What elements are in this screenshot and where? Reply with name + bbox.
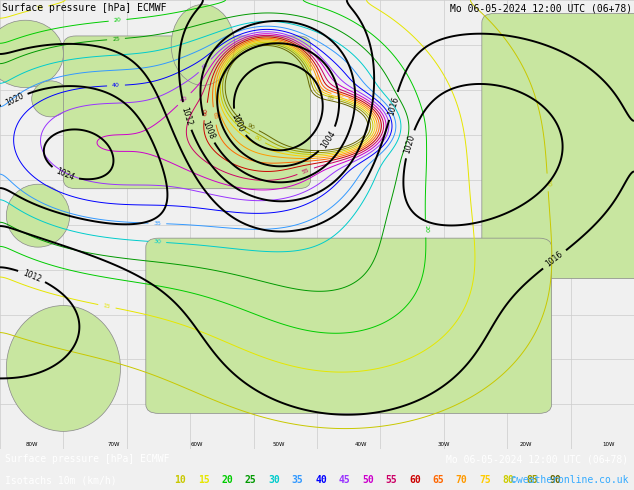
- Text: Surface pressure [hPa] ECMWF: Surface pressure [hPa] ECMWF: [5, 454, 169, 464]
- Text: Isotachs 10m (km/h): Isotachs 10m (km/h): [5, 475, 117, 485]
- Point: [0, 445, 5, 453]
- Text: 20W: 20W: [520, 442, 533, 447]
- Point: [0, 445, 5, 453]
- Text: 1008: 1008: [200, 119, 216, 140]
- Text: 75: 75: [311, 74, 318, 83]
- Text: 1000: 1000: [230, 112, 246, 133]
- FancyBboxPatch shape: [482, 14, 634, 279]
- Text: 1016: 1016: [386, 96, 401, 116]
- Text: 45: 45: [339, 475, 351, 485]
- Point: [0, 445, 5, 453]
- Text: 1024: 1024: [55, 167, 75, 182]
- Point: [0, 445, 5, 453]
- Text: 85: 85: [326, 96, 335, 102]
- Text: 70W: 70W: [108, 442, 120, 447]
- Text: 10W: 10W: [602, 442, 615, 447]
- Text: 20: 20: [113, 18, 122, 23]
- Point: [0, 445, 5, 453]
- Point: [0, 445, 5, 453]
- Text: 35: 35: [292, 475, 304, 485]
- Ellipse shape: [32, 81, 70, 117]
- Text: ©weatheronline.co.uk: ©weatheronline.co.uk: [512, 475, 629, 485]
- Text: 50W: 50W: [273, 442, 285, 447]
- Text: 10: 10: [174, 475, 186, 485]
- Text: Mo 06-05-2024 12:00 UTC (06+78): Mo 06-05-2024 12:00 UTC (06+78): [450, 3, 632, 13]
- Text: 55: 55: [385, 475, 398, 485]
- Text: 1012: 1012: [22, 268, 42, 284]
- Text: 80: 80: [253, 134, 262, 143]
- Text: 25: 25: [245, 475, 257, 485]
- Point: [0, 445, 5, 453]
- FancyBboxPatch shape: [63, 36, 311, 189]
- Ellipse shape: [6, 306, 120, 431]
- Text: 65: 65: [212, 112, 217, 120]
- Text: 1016: 1016: [544, 250, 565, 269]
- Text: 40: 40: [315, 475, 327, 485]
- Text: 60: 60: [409, 475, 421, 485]
- Point: [0, 445, 5, 453]
- Text: 10: 10: [545, 178, 550, 187]
- Text: Mo 06-05-2024 12:00 UTC (06+78): Mo 06-05-2024 12:00 UTC (06+78): [446, 454, 628, 464]
- Text: 25: 25: [112, 36, 120, 42]
- Point: [0, 445, 5, 453]
- Text: 45: 45: [200, 61, 209, 71]
- Text: 80: 80: [503, 475, 515, 485]
- Text: 80W: 80W: [25, 442, 38, 447]
- Text: 40: 40: [112, 83, 120, 88]
- FancyBboxPatch shape: [146, 238, 552, 414]
- Text: 1004: 1004: [319, 129, 337, 150]
- Point: [0, 445, 5, 453]
- Point: [0, 445, 5, 453]
- Point: [0, 445, 5, 453]
- Text: 40W: 40W: [355, 442, 368, 447]
- Text: Surface pressure [hPa] ECMWF: Surface pressure [hPa] ECMWF: [2, 3, 166, 13]
- Text: 55: 55: [301, 168, 310, 175]
- Text: 75: 75: [479, 475, 491, 485]
- Text: 60: 60: [202, 107, 209, 116]
- Text: 85: 85: [526, 475, 538, 485]
- Ellipse shape: [171, 4, 235, 85]
- Point: [0, 445, 5, 453]
- Text: 70: 70: [456, 475, 468, 485]
- Point: [0, 445, 5, 453]
- Text: 30W: 30W: [437, 442, 450, 447]
- Text: 1012: 1012: [179, 105, 194, 126]
- Text: 20: 20: [423, 224, 428, 233]
- Text: 90: 90: [247, 122, 256, 130]
- Text: 1020: 1020: [4, 92, 25, 108]
- Text: 30: 30: [268, 475, 280, 485]
- Text: 35: 35: [153, 221, 161, 226]
- Text: 70: 70: [335, 93, 344, 99]
- Text: 20: 20: [221, 475, 233, 485]
- Text: 90: 90: [550, 475, 562, 485]
- Ellipse shape: [0, 20, 63, 88]
- Text: 50: 50: [180, 95, 189, 103]
- Text: 60W: 60W: [190, 442, 203, 447]
- Text: 1020: 1020: [403, 134, 417, 155]
- Ellipse shape: [6, 184, 70, 247]
- Point: [0, 445, 5, 453]
- Text: 15: 15: [103, 303, 111, 310]
- Text: 15: 15: [198, 475, 210, 485]
- Text: 65: 65: [432, 475, 444, 485]
- Text: 50: 50: [362, 475, 374, 485]
- Text: 30: 30: [153, 239, 162, 245]
- Point: [0, 445, 5, 453]
- Point: [0, 445, 5, 453]
- Text: 15: 15: [36, 5, 44, 11]
